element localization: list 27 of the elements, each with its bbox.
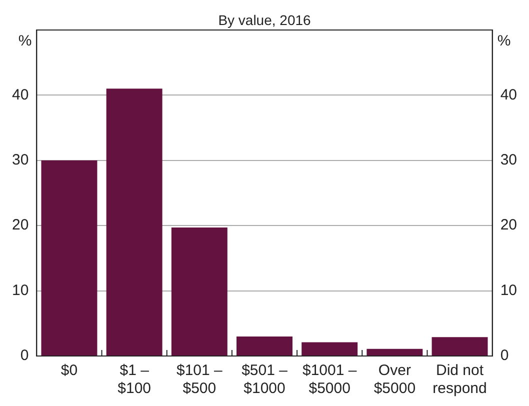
y2-tick-label: 10 <box>500 282 518 299</box>
bar <box>171 228 228 356</box>
x-tick-label: Did not respond <box>432 362 487 398</box>
y-tick-label: 20 <box>12 216 29 234</box>
x-tick-label: $1001 – $5000 <box>302 362 358 398</box>
y-tick-label: 40 <box>12 86 29 104</box>
x-tick-label: $0 <box>60 362 78 380</box>
x-tick-label: $101 – $500 <box>176 362 223 398</box>
y2-tick-label: 0 <box>500 347 509 364</box>
y-axis-title: % <box>18 32 32 50</box>
y-tick-label: 30 <box>12 152 29 169</box>
bar <box>302 342 358 356</box>
y-tick-label: 0 <box>20 347 29 364</box>
x-tick-label: Over $5000 <box>374 362 416 398</box>
bar <box>366 348 423 356</box>
y2-tick-label: 30 <box>500 152 518 169</box>
bar <box>236 336 292 356</box>
bar <box>432 337 488 356</box>
x-tick-label: $1 – $100 <box>118 362 152 398</box>
x-tick-label: $501 – $1000 <box>242 362 288 398</box>
y2-tick-label: 40 <box>500 86 518 104</box>
y-tick-label: 10 <box>12 282 29 299</box>
y2-tick-label: 20 <box>500 216 518 234</box>
bar <box>106 88 162 356</box>
chart-title: By value, 2016 <box>218 12 312 28</box>
bar <box>41 160 98 356</box>
y2-axis-title: % <box>497 32 511 50</box>
